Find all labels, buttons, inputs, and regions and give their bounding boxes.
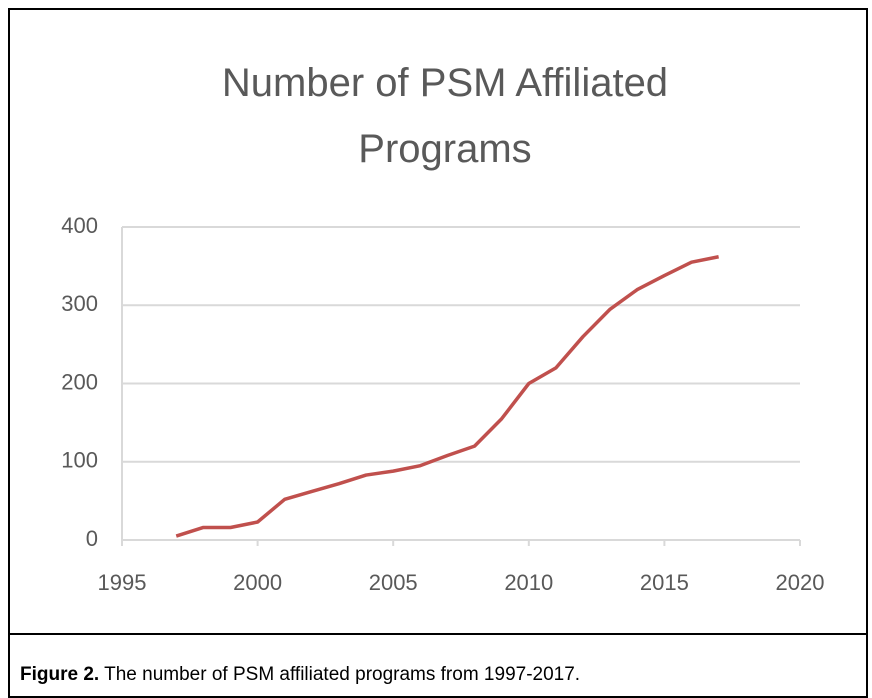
y-tick-label: 0: [86, 526, 98, 551]
x-tick-label: 2005: [369, 570, 418, 595]
y-tick-label: 100: [61, 448, 98, 473]
y-tick-label: 400: [61, 213, 98, 238]
x-tick-label: 1995: [98, 570, 147, 595]
x-tick-label: 2020: [776, 570, 825, 595]
y-tick-label: 300: [61, 291, 98, 316]
data-line: [175, 255, 719, 538]
caption-label: Figure 2.: [20, 664, 100, 685]
chart-title: Number of PSM Affiliated Programs: [221, 61, 669, 171]
caption-text: The number of PSM affiliated programs fr…: [104, 664, 581, 685]
caption-divider: [8, 633, 868, 635]
x-tick-label: 2015: [640, 570, 689, 595]
y-tick-label: 200: [61, 369, 98, 394]
x-tick-label: 2010: [504, 570, 553, 595]
x-tick-label: 2000: [233, 570, 282, 595]
caption: Figure 2. The number of PSM affiliated p…: [20, 664, 580, 686]
